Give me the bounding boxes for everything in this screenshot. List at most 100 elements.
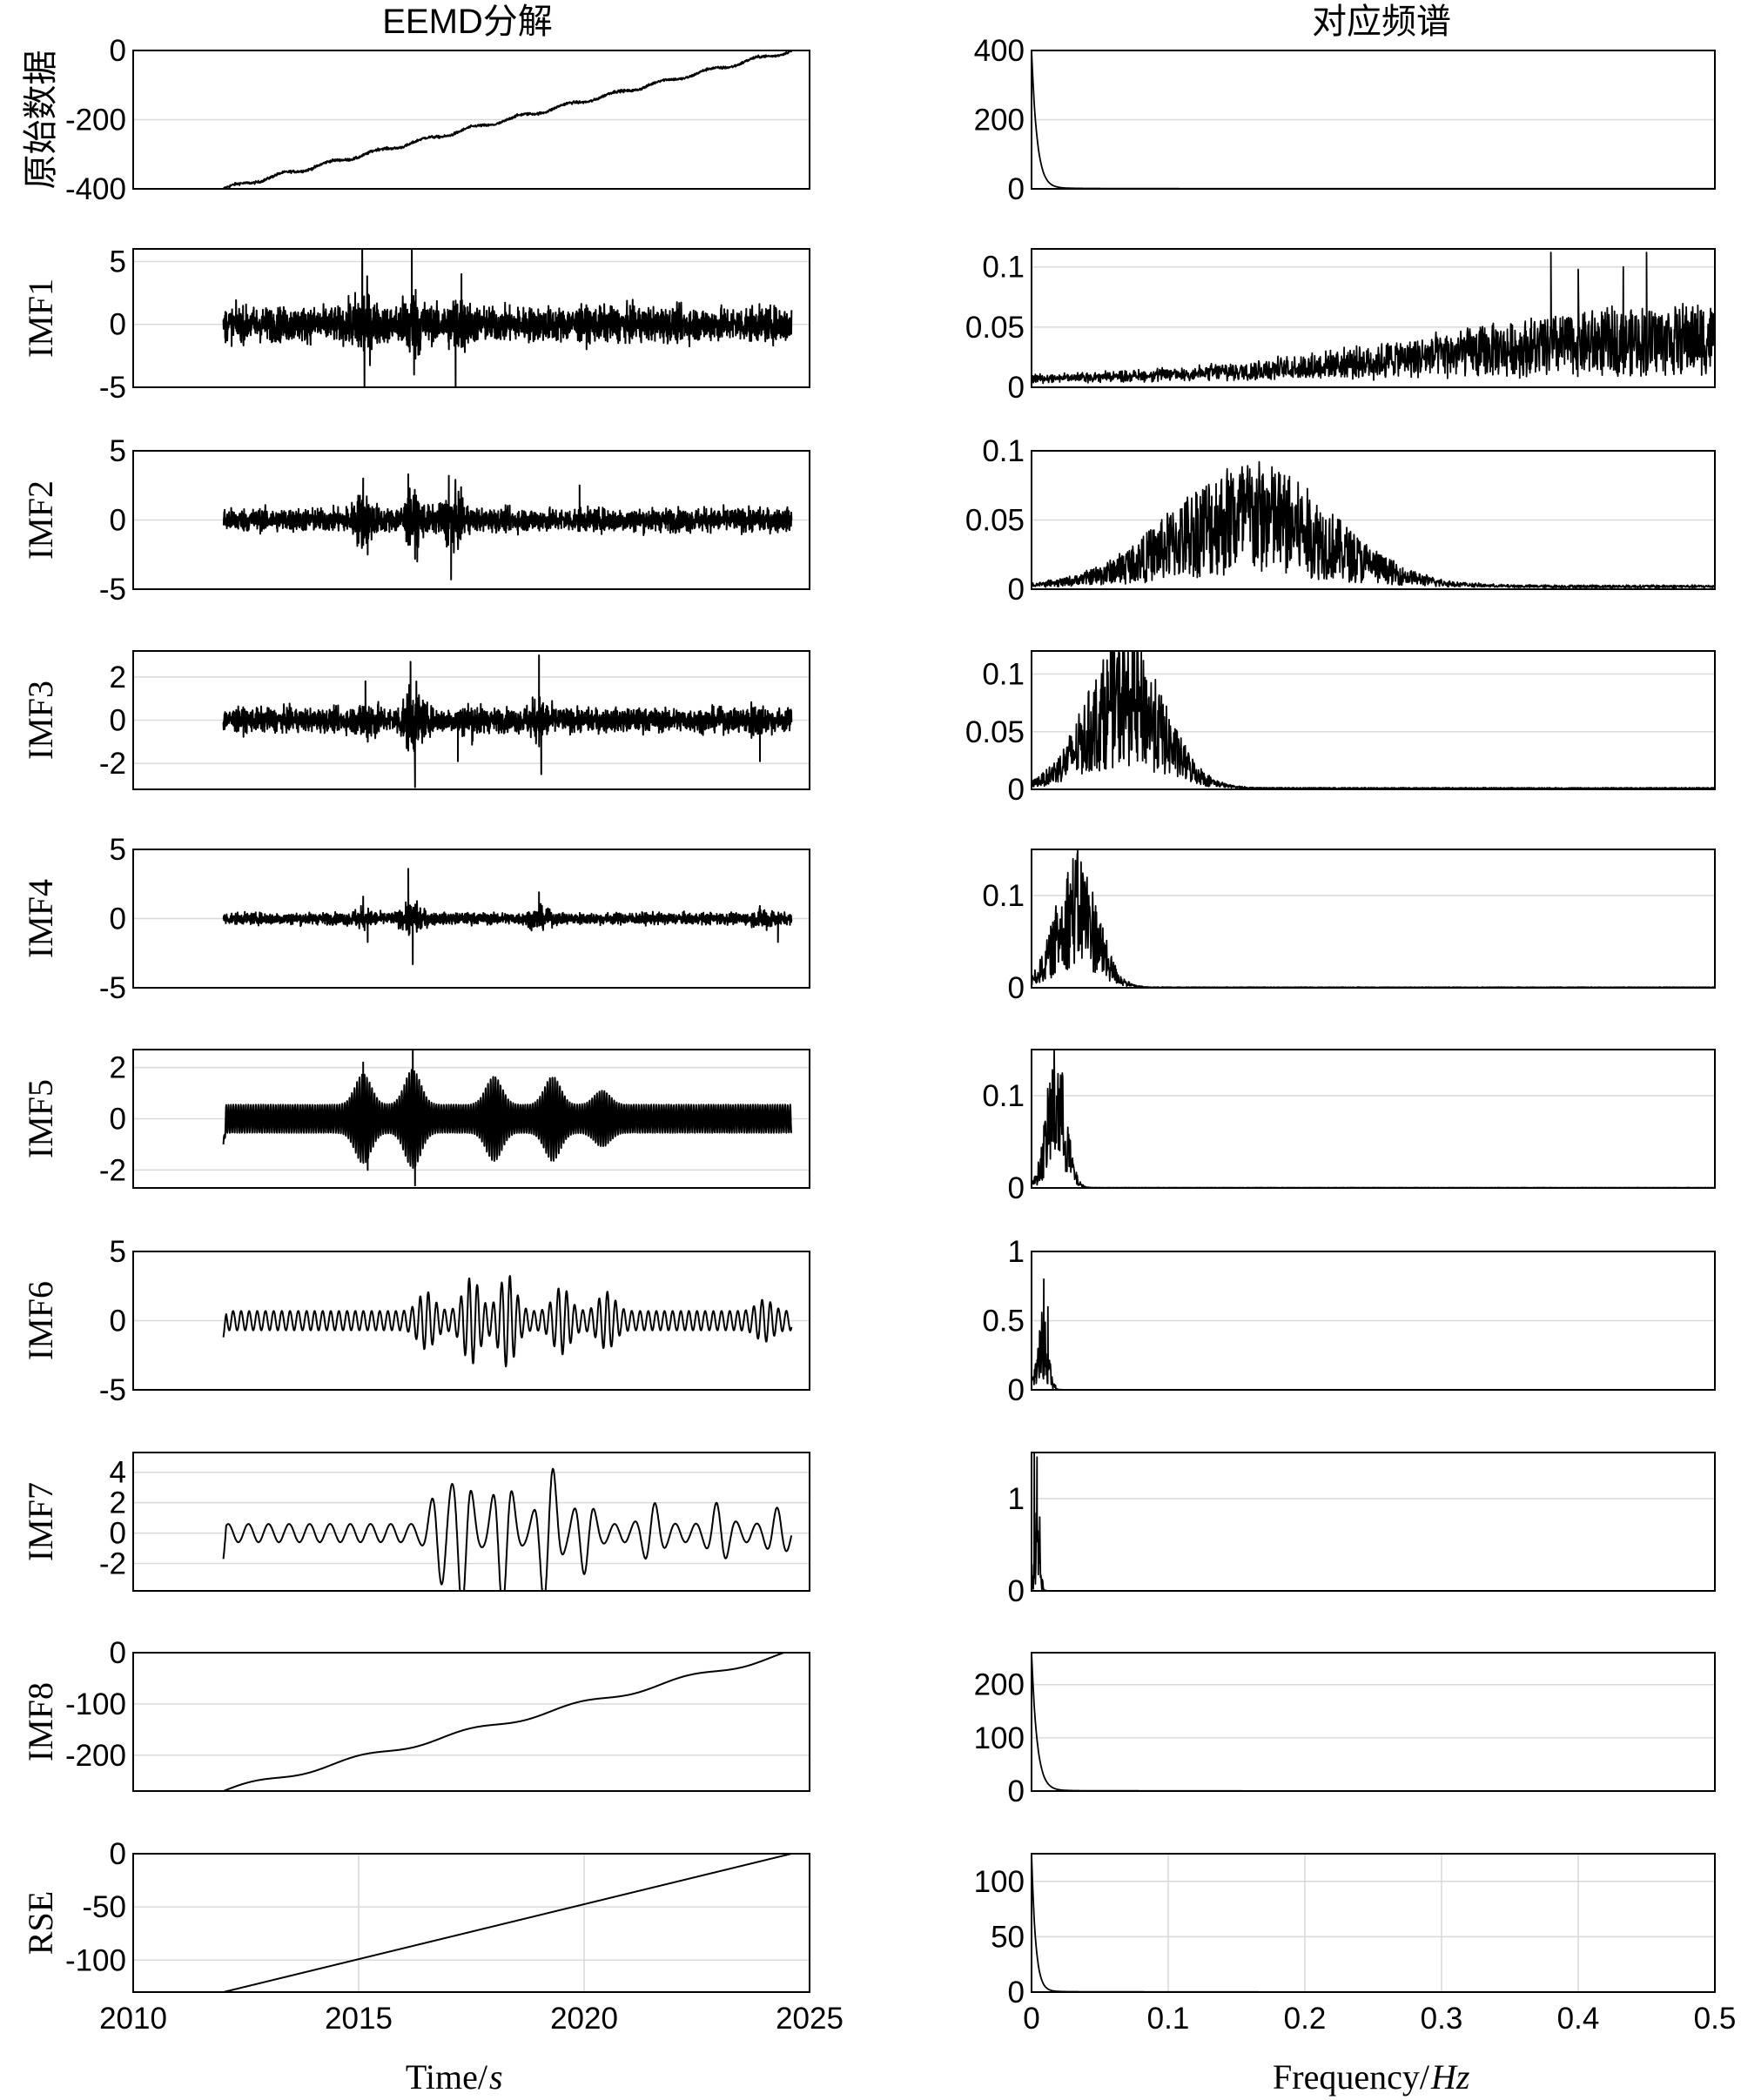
y-tick-label: 2 xyxy=(110,661,126,694)
y-tick-label: 2 xyxy=(110,1051,126,1085)
y-tick-label: 400 xyxy=(974,34,1025,68)
spectrum-line xyxy=(1031,252,1716,385)
y-tick-label: 0.5 xyxy=(982,1305,1025,1338)
spectrum-panel-8: 200 100 0 xyxy=(974,1652,1716,1808)
time-panel-4: 5 0 -5 IMF4 xyxy=(21,833,810,1005)
signal-line xyxy=(222,248,793,388)
y-tick-label: 2 xyxy=(110,1486,126,1520)
spectrum-panel-0: 400 200 0 xyxy=(974,34,1716,206)
y-tick-label: 0 xyxy=(110,902,126,936)
x-tick-label: 2025 xyxy=(776,2002,844,2036)
axes-frame xyxy=(1031,50,1716,190)
axes-frame xyxy=(1031,1853,1716,1993)
axes-frame xyxy=(132,1652,810,1792)
spectrum-panel-2: 0.1 0.05 0 xyxy=(965,434,1716,607)
y-tick-label: 0 xyxy=(1008,1373,1025,1407)
time-panel-6: 5 0 -5 IMF6 xyxy=(21,1235,810,1407)
y-tick-label: -5 xyxy=(99,371,126,405)
time-panel-9: 0 -50 -100 2010 2015 2020 2025 RSE xyxy=(21,1837,844,2036)
spectrum-panel-4: 0.10 xyxy=(982,849,1716,1005)
axes-frame xyxy=(132,1049,810,1189)
y-tick-label: 0 xyxy=(1008,172,1025,206)
right-column-title: 对应频谱 xyxy=(1312,3,1451,41)
y-tick-label: 0 xyxy=(110,1305,126,1338)
row-label: IMF2 xyxy=(21,480,60,560)
x-tick-label: 0.3 xyxy=(1421,2002,1463,2036)
x-tick-label: 0.1 xyxy=(1147,2002,1190,2036)
row-label: IMF7 xyxy=(21,1482,60,1561)
spectrum-panel-1: 0.1 0.05 0 xyxy=(965,248,1716,405)
y-tick-label: -50 xyxy=(82,1890,126,1924)
spectrum-line xyxy=(1031,849,1716,989)
axes-frame xyxy=(1031,450,1716,590)
spectrum-panel-5: 0.10 xyxy=(982,1049,1716,1205)
axes-frame xyxy=(1031,1652,1716,1792)
y-tick-label: 0.1 xyxy=(982,879,1025,913)
row-label: IMF8 xyxy=(21,1682,60,1761)
spectrum-line xyxy=(1031,1452,1716,1592)
signal-line xyxy=(222,1467,793,1592)
y-tick-label: -2 xyxy=(99,1547,126,1581)
x-tick-label: 2010 xyxy=(99,2002,167,2036)
y-tick-label: 0 xyxy=(1008,773,1025,807)
y-tick-label: 0 xyxy=(110,1837,126,1871)
y-tick-label: -400 xyxy=(65,172,126,206)
spectrum-line xyxy=(1031,1853,1716,1993)
y-tick-label: -5 xyxy=(99,971,126,1005)
signal-line xyxy=(223,1853,792,1993)
y-tick-label: 0 xyxy=(110,704,126,738)
spectrum-line xyxy=(1031,1049,1716,1189)
y-tick-label: 0.1 xyxy=(982,251,1025,285)
y-tick-label: 0.1 xyxy=(982,1079,1025,1113)
time-panel-1: 5 0 -5 IMF1 xyxy=(21,245,810,405)
y-tick-label: 0 xyxy=(110,1103,126,1137)
y-tick-label: 0 xyxy=(1008,1574,1025,1608)
axes-frame xyxy=(132,450,810,590)
signal-line xyxy=(223,1652,792,1792)
row-label: IMF1 xyxy=(21,278,60,358)
axes-frame xyxy=(132,650,810,790)
axes-frame xyxy=(132,1251,810,1391)
axes-frame xyxy=(1031,849,1716,989)
y-tick-label: 0 xyxy=(1008,371,1025,405)
axes-frame xyxy=(132,849,810,989)
y-tick-label: 5 xyxy=(110,434,126,468)
signal-line xyxy=(222,868,793,965)
y-tick-label: 0.1 xyxy=(982,434,1025,468)
left-column-title: EEMD分解 xyxy=(382,3,553,41)
axes-frame xyxy=(132,50,810,190)
y-tick-label: 0.05 xyxy=(965,504,1025,538)
signal-line xyxy=(222,473,793,580)
y-tick-label: 4 xyxy=(110,1456,126,1490)
time-panel-7: 420-2 IMF7 xyxy=(21,1452,810,1592)
axes-frame xyxy=(1031,1251,1716,1391)
spectrum-line xyxy=(1031,1652,1716,1792)
y-tick-label: -2 xyxy=(99,1153,126,1187)
y-tick-label: 1 xyxy=(1008,1235,1025,1269)
x-tick-label: 0.4 xyxy=(1557,2002,1600,2036)
y-tick-label: -100 xyxy=(65,1687,126,1721)
signal-line xyxy=(223,50,793,190)
time-panel-2: 5 0 -5 IMF2 xyxy=(21,434,810,607)
y-tick-label: 200 xyxy=(974,104,1025,138)
y-tick-label: 0.05 xyxy=(965,715,1025,749)
x-tick-label: 0 xyxy=(1023,2002,1039,2036)
time-axis-unit: s xyxy=(489,2057,503,2097)
spectrum-panel-7: 10 xyxy=(1008,1452,1716,1608)
y-tick-label: 5 xyxy=(110,1235,126,1269)
y-tick-label: 50 xyxy=(991,1920,1025,1954)
x-tick-label: 0.2 xyxy=(1284,2002,1327,2036)
spectrum-panel-9: 100 50 00 0.1 0.2 0.3 0.4 0.5 xyxy=(974,1853,1736,2036)
signal-line xyxy=(222,1275,793,1368)
time-axis-label: Time/ xyxy=(406,2057,488,2097)
y-tick-label: 0 xyxy=(110,34,126,68)
y-tick-label: -100 xyxy=(65,1943,126,1977)
y-tick-label: 0.1 xyxy=(982,658,1025,692)
y-tick-label: 0 xyxy=(1008,1775,1025,1808)
y-tick-label: 5 xyxy=(110,245,126,278)
y-tick-label: 1 xyxy=(1008,1482,1025,1516)
axes-frame xyxy=(1031,1049,1716,1189)
y-tick-label: 0 xyxy=(1008,1171,1025,1205)
y-tick-label: -200 xyxy=(65,1739,126,1773)
frequency-axis-unit: Hz xyxy=(1430,2057,1470,2097)
